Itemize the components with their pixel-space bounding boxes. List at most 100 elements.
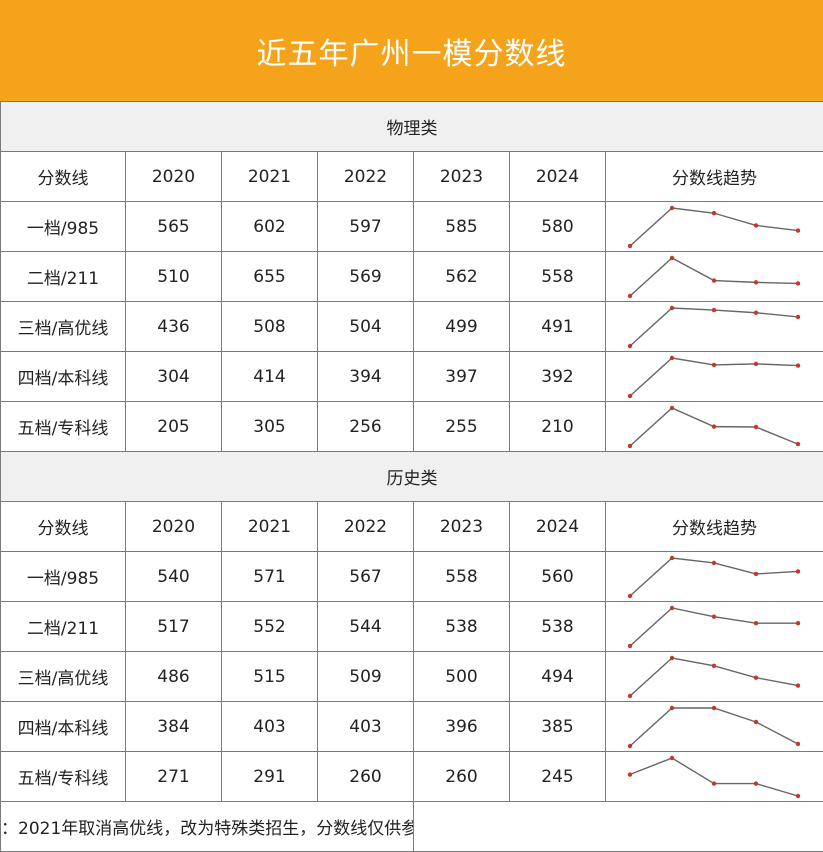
score-cell: 260 bbox=[318, 752, 414, 802]
score-cell: 392 bbox=[510, 352, 606, 402]
sparkline-point bbox=[754, 223, 758, 227]
sparkline-point bbox=[628, 394, 632, 398]
sparkline-chart bbox=[606, 752, 823, 801]
page-header: 近五年广州一模分数线 bbox=[0, 0, 823, 101]
sparkline-point bbox=[796, 621, 800, 625]
sparkline-point bbox=[670, 656, 674, 660]
sparkline-point bbox=[670, 356, 674, 360]
sparkline-line bbox=[630, 708, 798, 746]
score-cell: 305 bbox=[222, 402, 318, 452]
sparkline-point bbox=[670, 306, 674, 310]
sparkline-point bbox=[796, 442, 800, 446]
trend-cell bbox=[606, 402, 823, 452]
score-cell: 509 bbox=[318, 652, 414, 702]
sparkline-point bbox=[754, 311, 758, 315]
score-cell: 271 bbox=[126, 752, 222, 802]
score-cell: 508 bbox=[222, 302, 318, 352]
score-cell: 403 bbox=[318, 702, 414, 752]
trend-cell bbox=[606, 752, 823, 802]
sparkline-chart bbox=[606, 302, 823, 351]
sparkline-line bbox=[630, 758, 798, 796]
sparkline-point bbox=[628, 594, 632, 598]
score-cell: 538 bbox=[414, 602, 510, 652]
sparkline-point bbox=[796, 683, 800, 687]
row-label: 三档/高优线 bbox=[1, 652, 126, 702]
sparkline-point bbox=[670, 256, 674, 260]
sparkline-point bbox=[796, 281, 800, 285]
row-label: 三档/高优线 bbox=[1, 302, 126, 352]
score-cell: 255 bbox=[414, 402, 510, 452]
row-label: 五档/专科线 bbox=[1, 752, 126, 802]
score-cell: 569 bbox=[318, 252, 414, 302]
score-cell: 597 bbox=[318, 202, 414, 252]
score-cell: 394 bbox=[318, 352, 414, 402]
score-cell: 304 bbox=[126, 352, 222, 402]
section-row: 历史类 bbox=[1, 452, 823, 502]
sparkline-point bbox=[796, 228, 800, 232]
sparkline-point bbox=[796, 569, 800, 573]
column-header: 分数线 bbox=[1, 152, 126, 202]
sparkline-line bbox=[630, 608, 798, 646]
sparkline-line bbox=[630, 308, 798, 346]
sparkline-point bbox=[754, 781, 758, 785]
sparkline-point bbox=[712, 706, 716, 710]
column-header: 2024 bbox=[510, 502, 606, 552]
sparkline-point bbox=[670, 706, 674, 710]
score-cell: 655 bbox=[222, 252, 318, 302]
score-cell: 544 bbox=[318, 602, 414, 652]
column-header: 分数线 bbox=[1, 502, 126, 552]
score-cell: 385 bbox=[510, 702, 606, 752]
score-cell: 494 bbox=[510, 652, 606, 702]
row-label: 一档/985 bbox=[1, 202, 126, 252]
sparkline-point bbox=[628, 744, 632, 748]
sparkline-point bbox=[754, 720, 758, 724]
column-header: 2022 bbox=[318, 502, 414, 552]
sparkline-point bbox=[628, 344, 632, 348]
sparkline-chart bbox=[606, 402, 823, 451]
sparkline-point bbox=[796, 315, 800, 319]
sparkline-point bbox=[712, 363, 716, 367]
sparkline-chart bbox=[606, 202, 823, 251]
footnote: ：2021年取消高优线，改为特殊类招生，分数线仅供参 bbox=[1, 802, 414, 852]
row-label: 五档/专科线 bbox=[1, 402, 126, 452]
score-cell: 210 bbox=[510, 402, 606, 452]
score-cell: 205 bbox=[126, 402, 222, 452]
score-cell: 486 bbox=[126, 652, 222, 702]
sparkline-point bbox=[670, 206, 674, 210]
column-header: 2021 bbox=[222, 152, 318, 202]
sparkline-point bbox=[796, 363, 800, 367]
score-cell: 565 bbox=[126, 202, 222, 252]
score-cell: 436 bbox=[126, 302, 222, 352]
sparkline-point bbox=[712, 278, 716, 282]
column-header: 2021 bbox=[222, 502, 318, 552]
score-cell: 517 bbox=[126, 602, 222, 652]
sparkline-point bbox=[754, 675, 758, 679]
sparkline-point bbox=[796, 794, 800, 798]
sparkline-point bbox=[754, 572, 758, 576]
trend-cell bbox=[606, 302, 823, 352]
score-cell: 403 bbox=[222, 702, 318, 752]
sparkline-point bbox=[712, 781, 716, 785]
score-cell: 291 bbox=[222, 752, 318, 802]
sparkline-point bbox=[628, 694, 632, 698]
empty-cell bbox=[414, 802, 823, 852]
trend-cell bbox=[606, 702, 823, 752]
sparkline-point bbox=[628, 294, 632, 298]
sparkline-point bbox=[628, 772, 632, 776]
sparkline-point bbox=[628, 244, 632, 248]
score-cell: 558 bbox=[414, 552, 510, 602]
column-header: 2024 bbox=[510, 152, 606, 202]
score-cell: 396 bbox=[414, 702, 510, 752]
score-cell: 515 bbox=[222, 652, 318, 702]
sparkline-line bbox=[630, 258, 798, 296]
sparkline-point bbox=[628, 644, 632, 648]
score-cell: 538 bbox=[510, 602, 606, 652]
trend-cell bbox=[606, 652, 823, 702]
